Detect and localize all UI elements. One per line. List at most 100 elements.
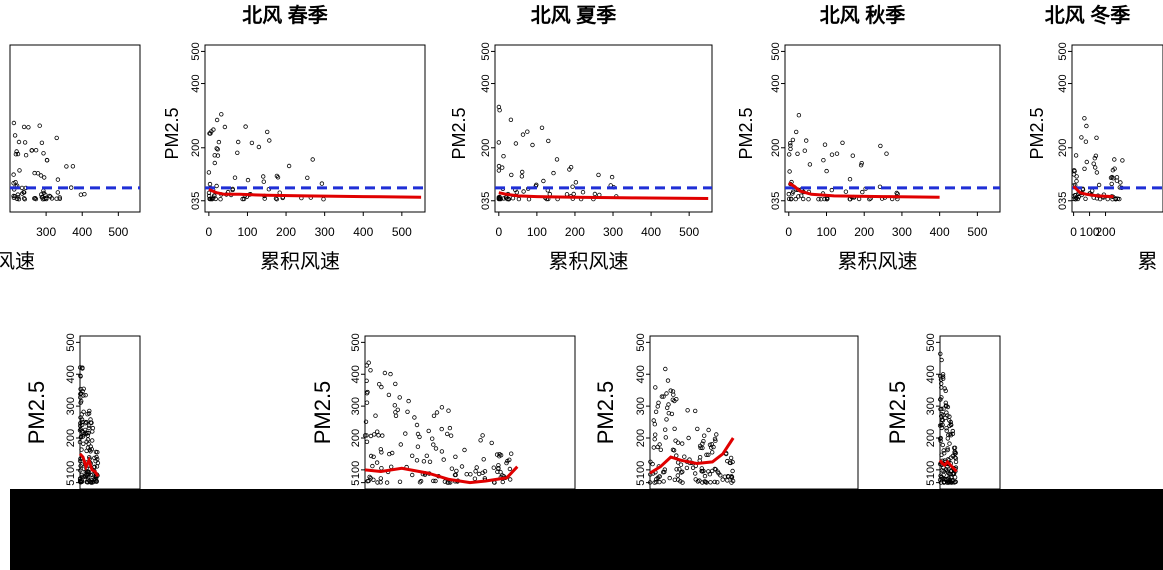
top-2-data-point [243, 124, 248, 129]
bottom-2-data-point [364, 433, 369, 438]
bottom-3-data-point [722, 474, 727, 479]
bottom-1-data-point [77, 468, 83, 473]
bottom-2-data-point [395, 407, 400, 412]
bottom-4-data-point [950, 428, 955, 434]
top-3-data-point [513, 141, 519, 146]
bottom-2-y-tick-label: 300 [350, 397, 362, 415]
top-4-data-point [822, 142, 828, 147]
bottom-2-data-point [363, 419, 369, 424]
bottom-4-data-point [940, 422, 945, 428]
bottom-3-data-point [715, 480, 720, 485]
bottom-4-data-point [941, 448, 946, 453]
bottom-2-data-point [449, 466, 455, 471]
top-3-data-point [554, 157, 560, 162]
top-2-data-point [273, 196, 279, 201]
bottom-2-data-point [379, 450, 384, 455]
top-2-data-point [240, 196, 245, 202]
bottom-2-data-point [414, 422, 420, 428]
top-5-data-point [1083, 196, 1088, 201]
top-1-data-point [21, 124, 27, 130]
bottom-3-data-point [701, 468, 706, 474]
bottom-3-data-point [684, 465, 690, 471]
top-5-data-point [1071, 196, 1076, 202]
bottom-2-data-point [364, 400, 370, 405]
bottom-1-data-point [90, 429, 95, 434]
bottom-2-data-point [464, 472, 469, 477]
top-4-x-tick-label: 100 [816, 225, 836, 239]
top-4-x-tick-label: 300 [892, 225, 912, 239]
top-1-data-point [26, 125, 31, 130]
bottom-2-data-point [392, 403, 397, 408]
top-2-data-point [214, 183, 219, 189]
top-3-data-point [496, 168, 502, 173]
top-2-data-point [232, 175, 238, 180]
top-1-data-point [55, 177, 61, 182]
bottom-1-data-point [77, 439, 83, 445]
bottom-3-data-point [693, 408, 698, 414]
bottom-3-data-point [663, 435, 668, 440]
bottom-3-data-point [698, 445, 703, 450]
bottom-3-data-point [656, 400, 661, 405]
bottom-3-data-point [665, 378, 671, 383]
top-1-data-point [22, 196, 27, 202]
top-1-data-point [16, 196, 22, 202]
bottom-4-data-point [940, 374, 946, 379]
top-4-x-tick-label: 500 [967, 225, 987, 239]
bottom-3-y-tick-label: 500 [635, 333, 647, 351]
bottom-4-y-tick-label: 300 [925, 397, 937, 415]
bottom-4-data-point [952, 451, 957, 456]
top-5-data-point [1075, 196, 1081, 202]
top-3-data-point [580, 189, 586, 195]
top-3-data-point [497, 107, 502, 113]
top-4-data-point [843, 189, 849, 194]
top-4-data-point [801, 196, 806, 202]
bottom-3-data-point [701, 439, 706, 444]
bottom-3-data-point [729, 480, 734, 485]
bottom-2-data-point [439, 405, 445, 410]
top-2-x-tick-label: 100 [237, 225, 257, 239]
bottom-3-data-point [678, 462, 684, 467]
bottom-4-data-point [937, 477, 943, 483]
top-1-data-point [38, 173, 44, 178]
bottom-2-data-point [390, 450, 395, 456]
top-2-data-point [212, 160, 217, 166]
bottom-1-data-point [80, 434, 86, 439]
bottom-3-data-point [718, 473, 723, 478]
bottom-1-data-point [78, 395, 83, 400]
top-2-data-point [265, 129, 270, 135]
top-4-data-point [786, 191, 791, 197]
top-4-data-point [788, 196, 794, 201]
bottom-2-data-point [375, 480, 380, 485]
top-5-data-point [1079, 135, 1084, 140]
top-2-data-point [267, 138, 272, 143]
bottom-3-data-point [730, 468, 735, 474]
top-1-data-point [17, 168, 22, 173]
top-2-y-axis-label: PM2.5 [162, 107, 182, 159]
top-4-plot-frame [784, 44, 1001, 213]
top-2-data-point [321, 196, 326, 202]
bottom-3-data-point [686, 435, 691, 441]
bottom-3-y-tick-label: 300 [635, 397, 647, 415]
bottom-3-data-point [706, 452, 711, 457]
bottom-2-data-point [374, 460, 380, 465]
bottom-4-data-point [946, 480, 952, 485]
top-1-data-point [16, 139, 22, 145]
bottom-2-plot-frame [364, 335, 576, 490]
bottom-4-data-point [945, 469, 950, 474]
bottom-4-y-tick-label: 100 [925, 461, 937, 479]
bottom-3-data-point [720, 477, 725, 482]
bottom-2-data-point [454, 468, 459, 474]
top-4-data-point [824, 168, 829, 174]
bottom-2-data-point [453, 472, 458, 478]
bottom-3-data-point [708, 480, 713, 485]
top-2-y-tick-label: 035 [190, 192, 202, 210]
bottom-2-data-point [382, 370, 388, 376]
top-3-y-axis-label: PM2.5 [449, 107, 469, 159]
bottom-1-data-point [78, 479, 84, 485]
top-5-x-tick-label: 0 [1070, 225, 1077, 239]
bottom-1-y-tick-label: 100 [65, 461, 77, 479]
top-1-data-point [57, 195, 62, 200]
bottom-2-data-point [406, 398, 411, 404]
bottom-3-data-point [709, 442, 714, 447]
bottom-2-data-point [431, 478, 436, 484]
